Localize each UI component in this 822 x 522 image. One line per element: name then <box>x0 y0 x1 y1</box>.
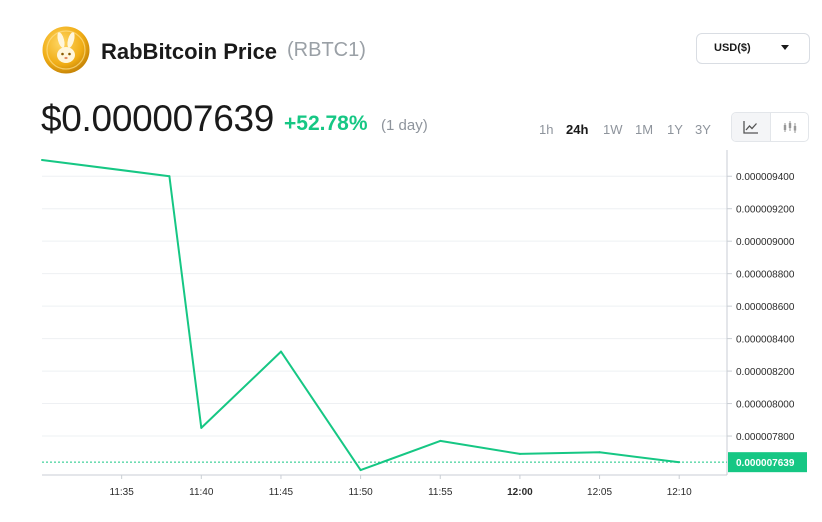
chart-type-toggle <box>731 112 809 142</box>
x-tick-label: 12:10 <box>667 487 692 498</box>
y-tick-label: 0.000009000 <box>736 237 795 248</box>
tab-1h[interactable]: 1h <box>539 122 554 137</box>
x-tick-label: 12:05 <box>587 487 612 498</box>
x-tick-label: 12:00 <box>507 487 533 498</box>
price-point <box>200 426 203 429</box>
price-point <box>439 439 442 442</box>
price-point <box>168 175 171 178</box>
y-tick-label: 0.000008600 <box>736 302 795 313</box>
change-period: (1 day) <box>381 117 428 134</box>
y-tick-label: 0.000008800 <box>736 270 795 281</box>
price-point <box>598 451 601 454</box>
current-price-label: 0.000007639 <box>736 458 795 469</box>
current-price-tag <box>728 452 807 473</box>
line-chart-button[interactable] <box>732 113 771 141</box>
tab-3y[interactable]: 3Y <box>695 122 711 137</box>
caret-down-icon <box>781 45 789 50</box>
price-line <box>41 159 680 472</box>
y-tick-label: 0.000008000 <box>736 400 795 411</box>
tab-24h[interactable]: 24h <box>566 122 589 137</box>
x-tick-label: 11:40 <box>189 487 214 498</box>
price-change: +52.78% <box>284 112 368 135</box>
x-tick-label: 11:45 <box>269 487 294 498</box>
y-tick-label: 0.000009400 <box>736 172 795 183</box>
y-tick-label: 0.000008200 <box>736 367 795 378</box>
currency-value: USD($) <box>714 42 751 54</box>
x-tick-label: 11:50 <box>348 487 373 498</box>
rabbit-coin-icon <box>42 26 90 74</box>
price-point <box>279 350 282 353</box>
coin-name: RabBitcoin Price <box>101 39 278 64</box>
y-tick-label: 0.000008400 <box>736 335 795 346</box>
tab-1m[interactable]: 1M <box>635 122 654 137</box>
currency-select[interactable]: USD($) <box>696 33 810 64</box>
current-price: $0.000007639 <box>41 98 275 139</box>
candlestick-chart-button[interactable] <box>771 113 810 141</box>
tab-1w[interactable]: 1W <box>603 122 623 137</box>
price-chart: 0.000009400 0.000009200 0.000009000 0.00000… <box>41 150 807 498</box>
coin-symbol: (RBTC1) <box>287 39 366 61</box>
y-tick-label: 0.000009200 <box>736 205 795 216</box>
x-tick-label: 11:55 <box>428 487 453 498</box>
price-point <box>41 159 43 161</box>
tab-1y[interactable]: 1Y <box>667 122 683 137</box>
y-tick-label: 0.000007800 <box>736 432 795 443</box>
price-point <box>518 452 521 455</box>
coin-header: RabBitcoin Price (RBTC1) <box>42 26 812 74</box>
x-tick-label: 11:35 <box>110 487 135 498</box>
candlestick-chart-icon <box>783 121 797 133</box>
price-point <box>359 469 362 472</box>
line-chart-icon <box>743 121 758 134</box>
